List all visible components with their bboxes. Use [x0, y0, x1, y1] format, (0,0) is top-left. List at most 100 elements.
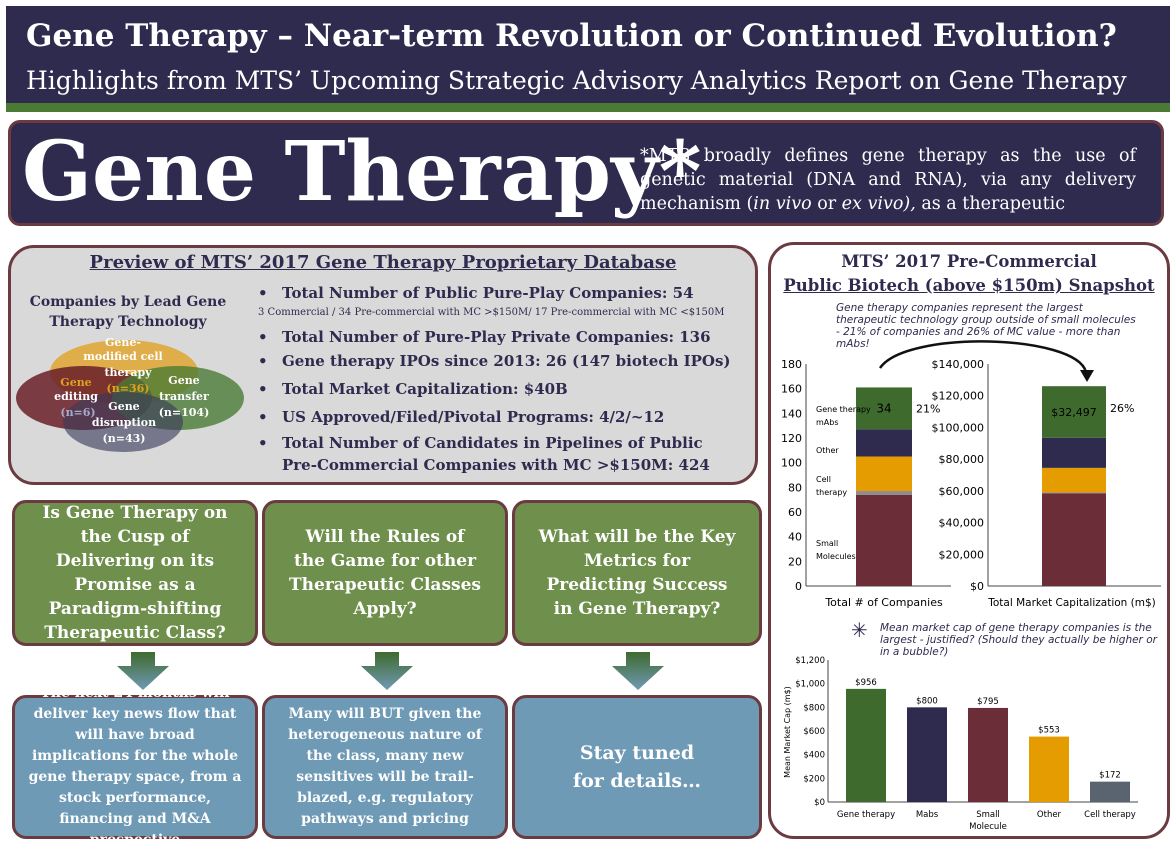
x-category-label: Gene therapy	[837, 810, 895, 820]
comparison-arrowhead	[1080, 370, 1094, 382]
y-tick-label: $60,000	[939, 485, 985, 498]
x-category-label: Small	[976, 810, 1000, 820]
snapshot-note-1: Gene therapy companies represent the lar…	[836, 302, 1136, 350]
percent-label: 26%	[1110, 402, 1134, 415]
legend-label: Small	[816, 539, 838, 548]
legend-label: Gene therapy	[816, 405, 871, 414]
bar-segment	[856, 494, 912, 586]
comparison-arrow	[878, 340, 1088, 373]
x-category-label: Cell therapy	[1084, 810, 1136, 820]
venn-label-cell-1: Gene-	[105, 336, 141, 349]
y-tick-label: 120	[781, 432, 802, 445]
answer-box-2: Many will BUT given the heterogeneous na…	[262, 695, 508, 839]
bullet-ipos: • Gene therapy IPOs since 2013: 26 (147 b…	[258, 352, 731, 370]
venn-label-transfer-2: transfer	[159, 390, 209, 403]
y-tick-label: 80	[788, 481, 802, 494]
stacked-bar-charts: 0 20 40 60 80 100 120 140 160 180 34 21% Gene therap…	[781, 340, 1161, 609]
bar-segment	[1042, 437, 1106, 468]
y-tick-label: 40	[788, 531, 802, 544]
y-tick-label: 20	[788, 555, 802, 568]
x-category-label: Total Market Capitalization (m$)	[987, 597, 1156, 609]
venn-count-cell: (n=36)	[107, 382, 150, 395]
snapshot-title-line2: Public Biotech (above $150m) Snapshot	[783, 276, 1155, 295]
x-category-label: Mabs	[916, 810, 939, 820]
snapshot-note-2: Mean market cap of gene therapy companie…	[880, 622, 1157, 658]
bar	[907, 707, 947, 802]
venn-label-disruption-1: Gene	[108, 400, 139, 413]
bar	[968, 707, 1008, 802]
legend-label: Molecules	[816, 552, 856, 561]
value-label: $956	[855, 678, 877, 688]
y-tick-label: $20,000	[939, 548, 985, 561]
gene-therapy-banner	[8, 120, 1164, 226]
bar-segment	[856, 429, 912, 457]
bullet-market-cap: • Total Market Capitalization: $40B	[258, 380, 568, 398]
value-label: $172	[1099, 771, 1121, 781]
company-count-chart: 0 20 40 60 80 100 120 140 160 180 34 21% Gene therap…	[781, 358, 951, 609]
question-box-2: Will the Rules of the Game for other The…	[262, 500, 508, 646]
legend-label: mAbs	[816, 418, 839, 427]
y-axis-label: Mean Market Cap (m$)	[783, 686, 792, 778]
x-category-label: Molecule	[969, 822, 1007, 832]
y-tick-label: $0	[814, 798, 825, 808]
header-accent-line	[6, 103, 1170, 112]
y-tick-label: $40,000	[939, 517, 985, 530]
y-tick-label: $120,000	[932, 390, 985, 403]
bullet-public-companies: • Total Number of Public Pure-Play Compan…	[258, 284, 694, 302]
venn-label-cell-2: modified cell	[83, 350, 162, 363]
y-tick-label: $1,000	[795, 680, 825, 690]
page-subtitle: Highlights from MTS’ Upcoming Strategic …	[26, 66, 1127, 95]
y-tick-label: $80,000	[939, 453, 985, 466]
down-arrow-icon	[361, 652, 413, 690]
venn-label-cell-3: therapy	[104, 366, 152, 379]
bar-segment	[856, 456, 912, 492]
page-title: Gene Therapy – Near-term Revolution or C…	[26, 18, 1117, 54]
percent-label: 21%	[916, 402, 940, 415]
venn-label-disruption-2: disruption	[92, 416, 156, 429]
value-label: $795	[977, 697, 999, 707]
bullet-private-companies: • Total Number of Pure-Play Private Compa…	[258, 328, 711, 346]
y-tick-label: 100	[781, 457, 802, 470]
bullet-public-breakdown: 3 Commercial / 34 Pre-commercial with MC…	[258, 307, 725, 318]
bar-segment	[856, 491, 912, 495]
legend-label: Cell	[816, 475, 831, 484]
x-category-label: Other	[1037, 810, 1062, 820]
asterisk-icon: ✳	[851, 618, 868, 642]
y-tick-label: $140,000	[932, 358, 985, 371]
snapshot-title-line1: MTS’ 2017 Pre-Commercial	[841, 252, 1097, 271]
venn-count-disruption: (n=43)	[103, 432, 146, 445]
y-tick-label: $1,200	[795, 656, 825, 666]
data-label: $32,497	[1051, 406, 1097, 419]
down-arrow-icon	[612, 652, 664, 690]
legend-label: therapy	[816, 488, 847, 497]
question-box-1: Is Gene Therapy on the Cusp of Deliverin…	[12, 500, 258, 646]
data-label: 34	[876, 401, 891, 415]
venn-gene-disruption	[63, 392, 183, 452]
answer-box-1: The next 24 months will deliver key news…	[12, 685, 258, 848]
bar-segment	[1042, 467, 1106, 493]
bullet-candidates-2: Pre-Commercial Companies with MC >$150M:…	[282, 456, 710, 474]
bar-segment	[1042, 386, 1106, 438]
venn-count-transfer: (n=104)	[159, 406, 210, 419]
venn-label-editing-1: Gene	[60, 376, 91, 389]
venn-count-editing: (n=6)	[60, 406, 95, 419]
venn-label-editing-2: editing	[54, 390, 98, 403]
bar	[1029, 736, 1069, 802]
technology-venn-diagram: Gene- modified cell therapy (n=36) Gene …	[16, 336, 244, 452]
venn-label-transfer-1: Gene	[168, 374, 199, 387]
mean-market-cap-chart: $0 $200 $400 $600 $800 $1,000 $1,200 Mean Marke…	[783, 656, 1138, 832]
y-tick-label: $400	[803, 751, 825, 761]
y-tick-label: 140	[781, 407, 802, 420]
market-cap-chart: $0 $20,000 $40,000 $60,000 $80,000 $100,000 $1…	[932, 358, 1161, 609]
y-tick-label: $0	[970, 580, 984, 593]
bar-segment	[856, 387, 912, 430]
y-tick-label: $200	[803, 774, 825, 784]
bar	[1090, 781, 1130, 802]
bar-segment	[1042, 493, 1106, 586]
legend-label: Other	[816, 446, 839, 455]
x-category-label: Total # of Companies	[824, 596, 943, 609]
banner-headline: Gene Therapy*	[22, 124, 702, 220]
snapshot-title: MTS’ 2017 Pre-Commercial Public Biotech …	[768, 250, 1170, 298]
bullet-us-programs: • US Approved/Filed/Pivotal Programs: 4/2…	[258, 408, 665, 426]
venn-title: Companies by Lead Gene Therapy Technolog…	[29, 294, 227, 330]
